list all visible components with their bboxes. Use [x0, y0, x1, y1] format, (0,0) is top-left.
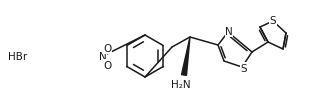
Text: N: N [225, 27, 233, 37]
Text: HBr: HBr [8, 52, 28, 61]
Text: O: O [103, 60, 111, 70]
Polygon shape [182, 38, 190, 76]
Text: S: S [270, 16, 276, 26]
Text: H₂N: H₂N [171, 79, 191, 89]
Text: S: S [241, 63, 247, 73]
Text: N: N [99, 52, 107, 61]
Text: O: O [103, 44, 111, 54]
